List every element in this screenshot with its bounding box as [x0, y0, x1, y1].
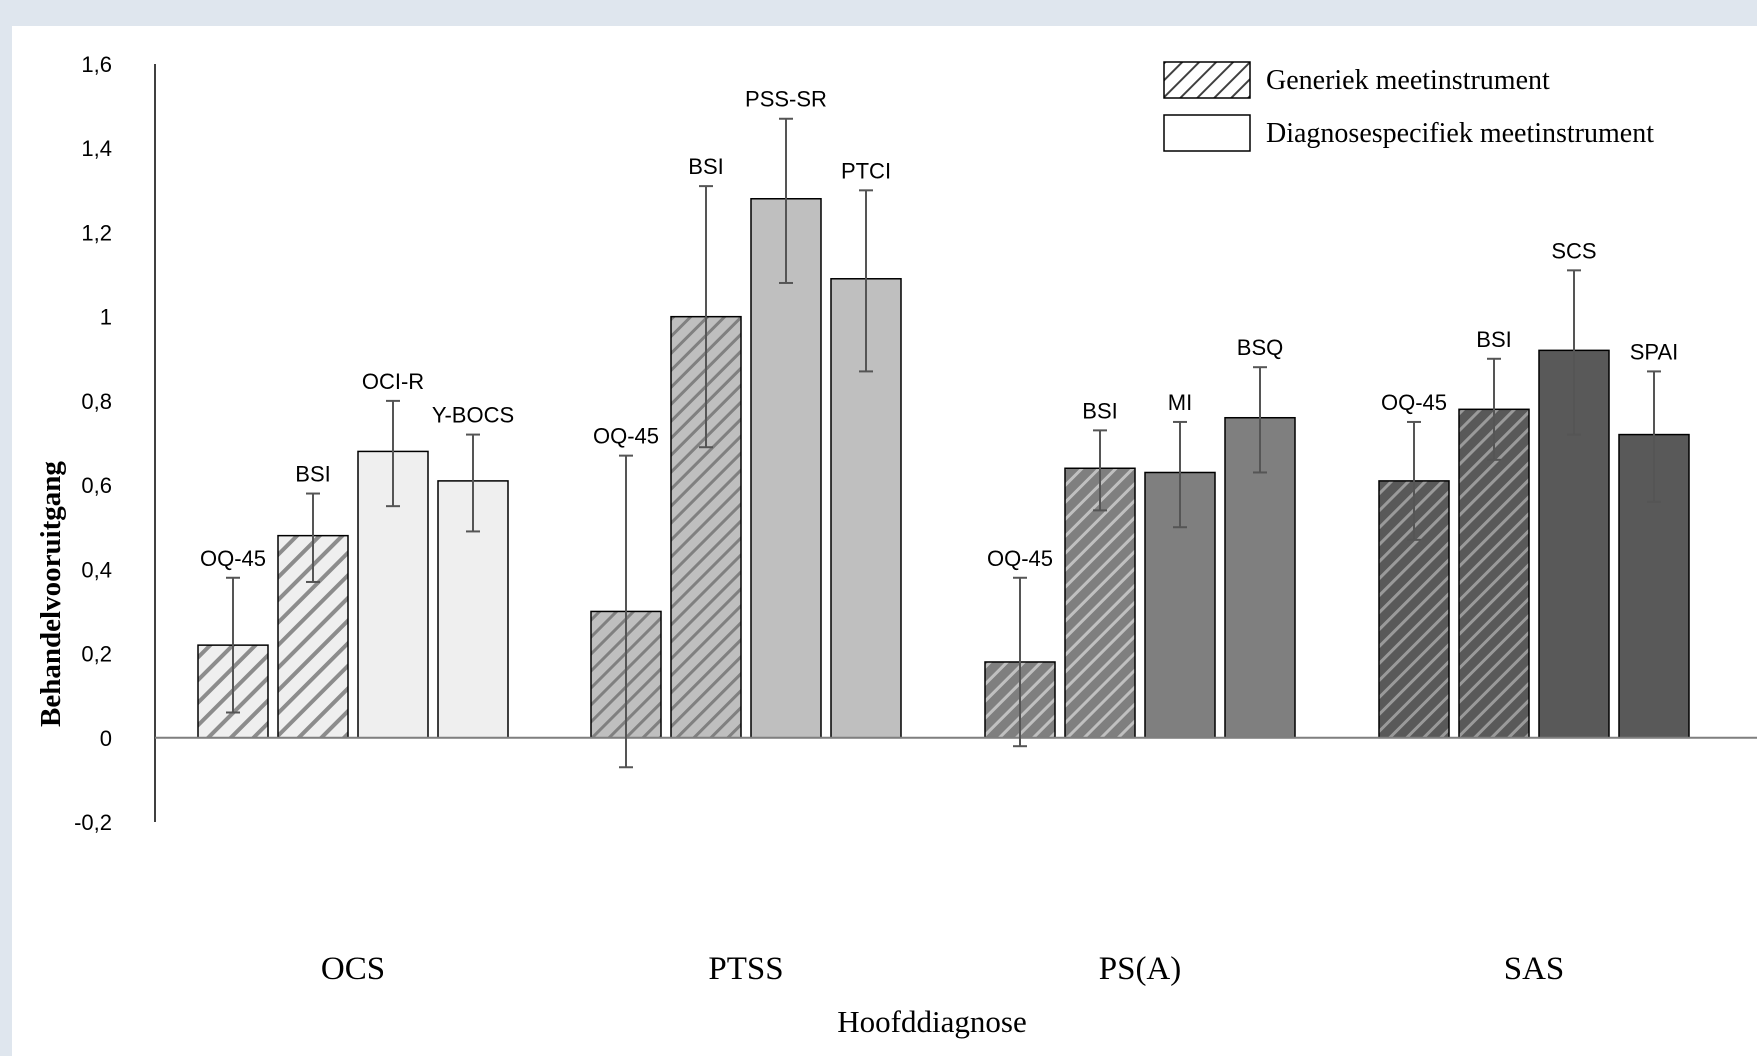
legend-swatch-specific [1163, 114, 1251, 152]
bar-data-label: SCS [1551, 238, 1596, 263]
bar-data-label: OQ-45 [1381, 390, 1447, 415]
y-tick-label: 1,6 [81, 52, 112, 77]
y-tick-label: 0 [100, 726, 112, 751]
bar-data-label: OCI-R [362, 369, 424, 394]
legend-label-specific: Diagnosespecifiek meetinstrument [1266, 118, 1654, 149]
x-category-label: PTSS [708, 951, 783, 987]
y-tick-label: 1 [100, 305, 112, 330]
y-axis-title: Behandelvooruitgang [35, 461, 67, 727]
bar-data-label: Y-BOCS [432, 403, 514, 428]
label-layer: OQ-45 BSI OCI-R Y-BOCS OQ-45 BSI PSS-SR PTCI OQ-… [200, 87, 1678, 571]
bar-data-label: BSI [1476, 327, 1511, 352]
y-tick-label: 0,6 [81, 473, 112, 498]
x-category-label: PS(A) [1099, 951, 1182, 987]
y-tick-label: 1,4 [81, 136, 112, 161]
bar-data-label: PSS-SR [745, 87, 827, 112]
bar-data-label: OQ-45 [593, 424, 659, 449]
bar-data-label: BSQ [1237, 335, 1283, 360]
y-tick-label: -0,2 [74, 810, 112, 835]
x-category-label: OCS [321, 951, 385, 987]
legend-label-generic: Generiek meetinstrument [1266, 65, 1550, 96]
x-axis-title: Hoofddiagnose [837, 1004, 1026, 1039]
bar-data-label: SPAI [1630, 339, 1679, 364]
bar-data-label: OQ-45 [987, 546, 1053, 571]
bar-ptss-psssr [750, 198, 822, 739]
y-tick-label: 0,4 [81, 557, 112, 582]
x-category-label: SAS [1504, 951, 1565, 987]
chart-panel: -0,2 0 0,2 0,4 0,6 0,8 1 1,2 1,4 1,6 OQ-45 BSI OCI-… [12, 26, 1757, 1056]
bar-data-label: BSI [295, 462, 330, 487]
bar-data-label: BSI [688, 154, 723, 179]
legend: Generiek meetinstrument Diagnosespecifie… [1163, 61, 1654, 152]
bar-psa-bsi [1064, 467, 1136, 739]
y-tick-label: 1,2 [81, 220, 112, 245]
bar-data-label: MI [1168, 390, 1192, 415]
errorbar-layer [226, 117, 1661, 769]
y-tick-label: 0,2 [81, 642, 112, 667]
bars-layer [197, 198, 1690, 739]
bar-data-label: BSI [1082, 398, 1117, 423]
y-tick-label: 0,8 [81, 389, 112, 414]
bar-sas-bsi [1458, 408, 1530, 739]
legend-swatch-generic [1163, 61, 1251, 99]
bar-chart: -0,2 0 0,2 0,4 0,6 0,8 1 1,2 1,4 1,6 OQ-45 BSI OCI-… [35, 52, 1757, 1039]
bar-data-label: OQ-45 [200, 546, 266, 571]
group-label-layer: OCS PTSS PS(A) SAS [321, 951, 1564, 987]
y-axis: -0,2 0 0,2 0,4 0,6 0,8 1 1,2 1,4 1,6 [74, 52, 156, 835]
bar-data-label: PTCI [841, 158, 891, 183]
